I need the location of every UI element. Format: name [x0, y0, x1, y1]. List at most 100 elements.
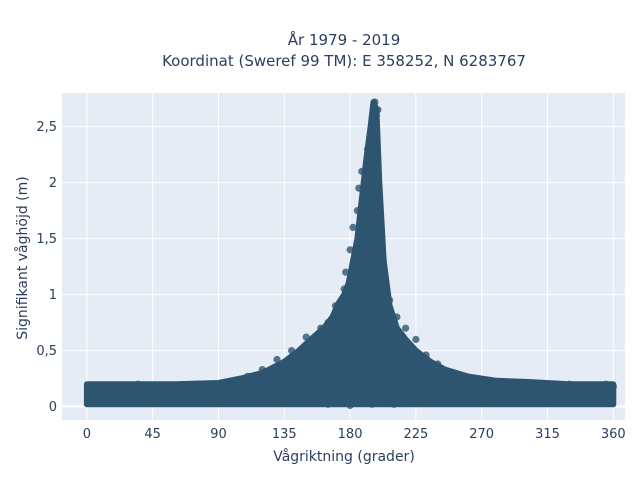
- data-point: [112, 385, 120, 393]
- x-tick-label: 180: [338, 427, 363, 442]
- data-point: [127, 386, 135, 394]
- data-point: [324, 319, 332, 327]
- x-axis-ticks: 0 45 90 135 180 225 270 315 360: [83, 427, 626, 442]
- data-point: [507, 380, 515, 388]
- x-tick-label: 270: [469, 427, 494, 442]
- data-point: [393, 313, 401, 321]
- data-point: [156, 388, 164, 396]
- data-point: [448, 369, 456, 377]
- data-point: [359, 302, 367, 310]
- data-point: [178, 390, 186, 398]
- y-axis-title: Signifikant våghöjd (m): [14, 176, 31, 339]
- y-tick-label: 2,5: [36, 120, 57, 135]
- data-point: [346, 246, 354, 254]
- data-point: [554, 381, 562, 389]
- x-tick-label: 135: [272, 427, 297, 442]
- data-point: [402, 324, 410, 332]
- data-point: [381, 274, 389, 282]
- x-tick-label: 0: [83, 427, 91, 442]
- chart-title-line-1: År 1979 - 2019: [288, 30, 401, 49]
- data-point: [367, 134, 375, 142]
- data-point: [595, 383, 603, 392]
- data-point: [495, 378, 503, 386]
- data-point: [97, 386, 106, 394]
- data-point: [84, 394, 92, 402]
- x-gridlines: [86, 93, 614, 420]
- data-point: [229, 378, 237, 386]
- data-point: [222, 391, 230, 399]
- data-point: [358, 167, 366, 175]
- data-point: [350, 324, 359, 332]
- data-points: [84, 98, 617, 409]
- data-point: [236, 394, 244, 402]
- data-point: [539, 390, 547, 398]
- data-point: [533, 383, 541, 392]
- data-point: [349, 223, 357, 231]
- data-point: [565, 380, 574, 388]
- data-point: [386, 296, 394, 304]
- data-point: [355, 184, 363, 192]
- data-point: [500, 389, 508, 397]
- data-point: [580, 390, 588, 398]
- data-point: [369, 201, 378, 209]
- data-point: [416, 398, 424, 406]
- data-point: [302, 333, 310, 341]
- data-point: [258, 395, 266, 403]
- data-point: [383, 347, 391, 355]
- data-point: [302, 399, 310, 407]
- y-axis-ticks: 0 0,5 1 1,5 2 2,5: [36, 120, 57, 415]
- data-point: [368, 400, 376, 408]
- y-tick-label: 0: [49, 400, 57, 415]
- data-point: [602, 380, 610, 388]
- y-tick-label: 1: [49, 288, 57, 303]
- x-tick-label: 45: [144, 427, 161, 442]
- x-tick-label: 315: [535, 427, 560, 442]
- data-point-cloud: [83, 99, 617, 408]
- data-point: [346, 401, 354, 409]
- data-point: [390, 400, 398, 408]
- data-point: [463, 373, 471, 381]
- data-point: [598, 394, 606, 402]
- x-axis-title: Vågriktning (grader): [273, 448, 415, 465]
- data-point: [371, 98, 379, 106]
- data-point: [371, 117, 379, 125]
- data-point: [378, 246, 386, 254]
- data-point: [522, 381, 530, 389]
- data-point: [317, 324, 325, 332]
- data-point: [374, 106, 382, 114]
- data-point: [353, 207, 361, 215]
- data-point: [149, 385, 157, 393]
- data-point: [372, 111, 380, 119]
- x-tick-label: 90: [210, 427, 227, 442]
- data-point: [478, 376, 486, 384]
- data-point: [171, 382, 179, 390]
- data-point: [244, 372, 252, 380]
- data-point: [340, 285, 348, 293]
- data-point: [200, 391, 208, 399]
- data-point: [470, 395, 478, 403]
- x-tick-label: 360: [601, 427, 626, 442]
- data-point: [587, 391, 596, 399]
- data-point: [397, 352, 405, 360]
- data-point: [192, 381, 201, 389]
- data-point: [342, 268, 350, 276]
- data-point: [609, 382, 617, 390]
- data-point: [412, 335, 420, 343]
- data-point: [273, 355, 281, 364]
- data-point: [288, 347, 296, 355]
- data-point: [339, 347, 347, 355]
- data-point: [441, 397, 449, 405]
- data-point: [258, 366, 266, 374]
- data-point: [375, 369, 383, 377]
- chart-title-line-2: Koordinat (Sweref 99 TM): E 358252, N 62…: [162, 52, 526, 70]
- data-density-area: [83, 99, 617, 408]
- data-point: [214, 380, 223, 388]
- data-point: [119, 382, 127, 390]
- y-tick-label: 0,5: [36, 344, 57, 359]
- data-point: [280, 397, 288, 405]
- data-point: [356, 268, 364, 276]
- data-point: [434, 360, 442, 368]
- y-tick-label: 2: [49, 176, 57, 191]
- data-point: [364, 145, 372, 153]
